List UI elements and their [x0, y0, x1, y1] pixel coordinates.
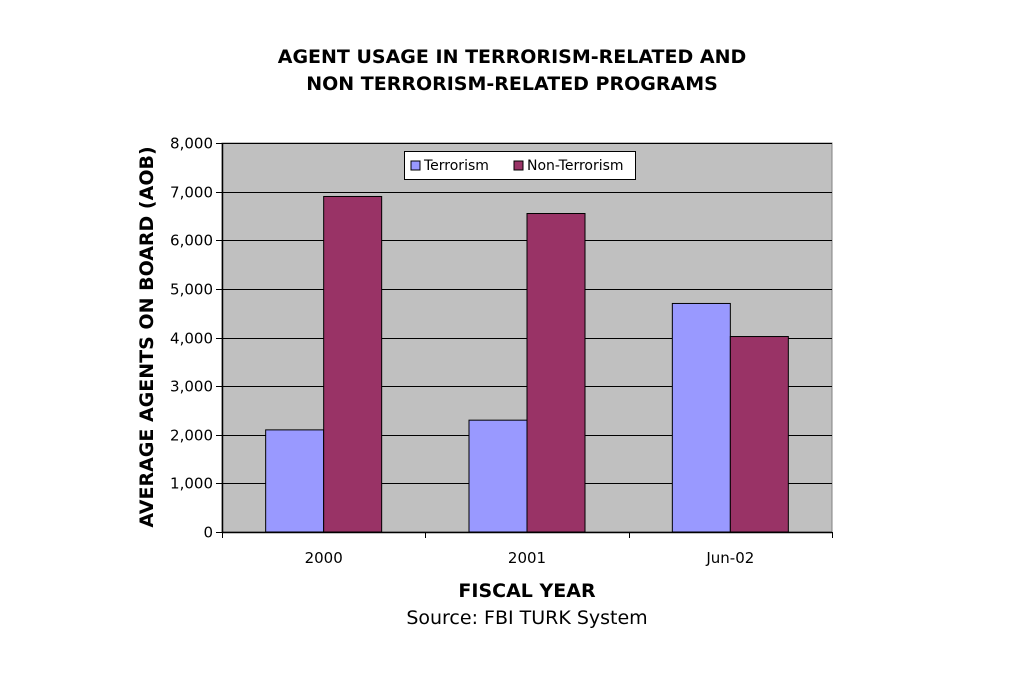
bar-non-terrorism-2000: [323, 195, 383, 533]
y-tick-label-7: 7,000: [170, 184, 213, 202]
x-tick-label-jun-02: Jun-02: [705, 549, 754, 567]
legend-label-non-terrorism: Non-Terrorism: [527, 158, 624, 174]
x-tick-label-2001: 2001: [508, 549, 546, 567]
legend-swatch-non-terrorism: [513, 160, 524, 171]
chart-title-line-1: AGENT USAGE IN TERRORISM-RELATED AND: [277, 46, 747, 68]
bar-terrorism-2001: [468, 419, 528, 533]
chart-title-line-2: NON TERRORISM-RELATED PROGRAMS: [306, 73, 718, 95]
x-axis-label: FISCAL YEAR: [458, 580, 596, 602]
y-tick-label-0: 0: [203, 524, 213, 542]
legend-label-terrorism: Terrorism: [423, 158, 489, 174]
y-axis-label: AVERAGE AGENTS ON BOARD (AOB): [136, 146, 158, 528]
y-tick-label-6: 6,000: [170, 232, 213, 250]
y-tick-label-1: 1,000: [170, 475, 213, 493]
legend-swatch-terrorism: [410, 160, 421, 171]
y-tick-label-8: 8,000: [170, 135, 213, 153]
y-tick-label-3: 3,000: [170, 378, 213, 396]
bar-terrorism-jun-02: [671, 302, 731, 533]
x-tick-label-2000: 2000: [305, 549, 343, 567]
y-tick-label-4: 4,000: [170, 330, 213, 348]
source-note: Source: FBI TURK System: [406, 607, 648, 629]
y-tick-label-2: 2,000: [170, 427, 213, 445]
y-tick-label-5: 5,000: [170, 281, 213, 299]
bar-non-terrorism-jun-02: [729, 336, 789, 533]
bar-non-terrorism-2001: [526, 213, 586, 533]
bar-terrorism-2000: [265, 429, 325, 533]
